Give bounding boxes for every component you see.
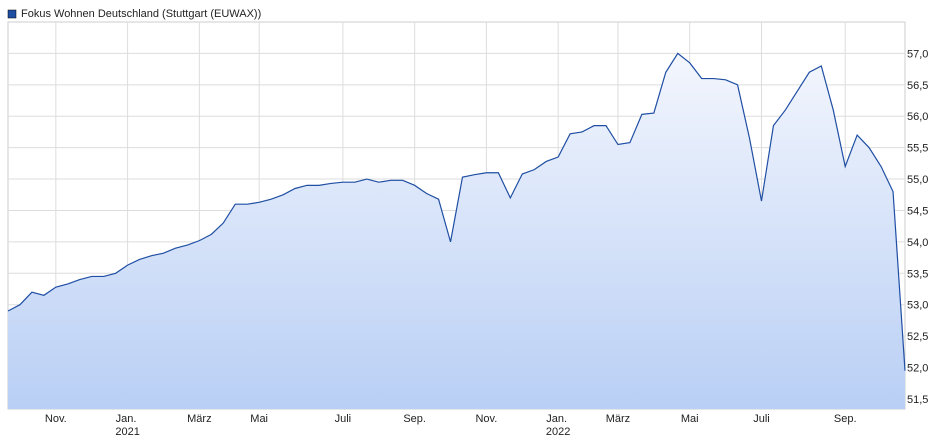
y-tick-label: 56,5 xyxy=(907,80,928,92)
x-tick-label: Jan. 2021 xyxy=(115,413,139,438)
x-tick-label: März xyxy=(187,413,211,425)
x-tick-label: Sep. xyxy=(834,413,857,425)
x-tick-label: Nov. xyxy=(45,413,67,425)
x-tick-label: Mai xyxy=(681,413,699,425)
y-tick-label: 55,5 xyxy=(907,143,928,155)
x-tick-label: Mai xyxy=(250,413,268,425)
line xyxy=(7,52,906,371)
y-tick-label: 55,0 xyxy=(907,174,928,186)
area xyxy=(8,53,905,409)
x-tick-label: Juli xyxy=(753,413,770,425)
x-tick-label: Sep. xyxy=(403,413,426,425)
x-tick-label: März xyxy=(606,413,630,425)
x-tick-label: Juli xyxy=(335,413,352,425)
y-tick-label: 56,0 xyxy=(907,111,928,123)
y-tick-label: 54,0 xyxy=(907,237,928,249)
y-tick-label: 53,0 xyxy=(907,300,928,312)
x-tick-label: Jan. 2022 xyxy=(546,413,570,438)
y-tick-label: 52,0 xyxy=(907,363,928,375)
x-tick-label: Nov. xyxy=(475,413,497,425)
legend-swatch xyxy=(7,9,17,19)
y-tick-label: 53,5 xyxy=(907,268,928,280)
y-tick-label: 52,5 xyxy=(907,331,928,343)
y-tick-label: 54,5 xyxy=(907,205,928,217)
legend-label: Fokus Wohnen Deutschland (Stuttgart (EUW… xyxy=(21,8,261,20)
y-tick-label: 51,5 xyxy=(907,394,928,406)
y-tick-label: 57,0 xyxy=(907,48,928,60)
